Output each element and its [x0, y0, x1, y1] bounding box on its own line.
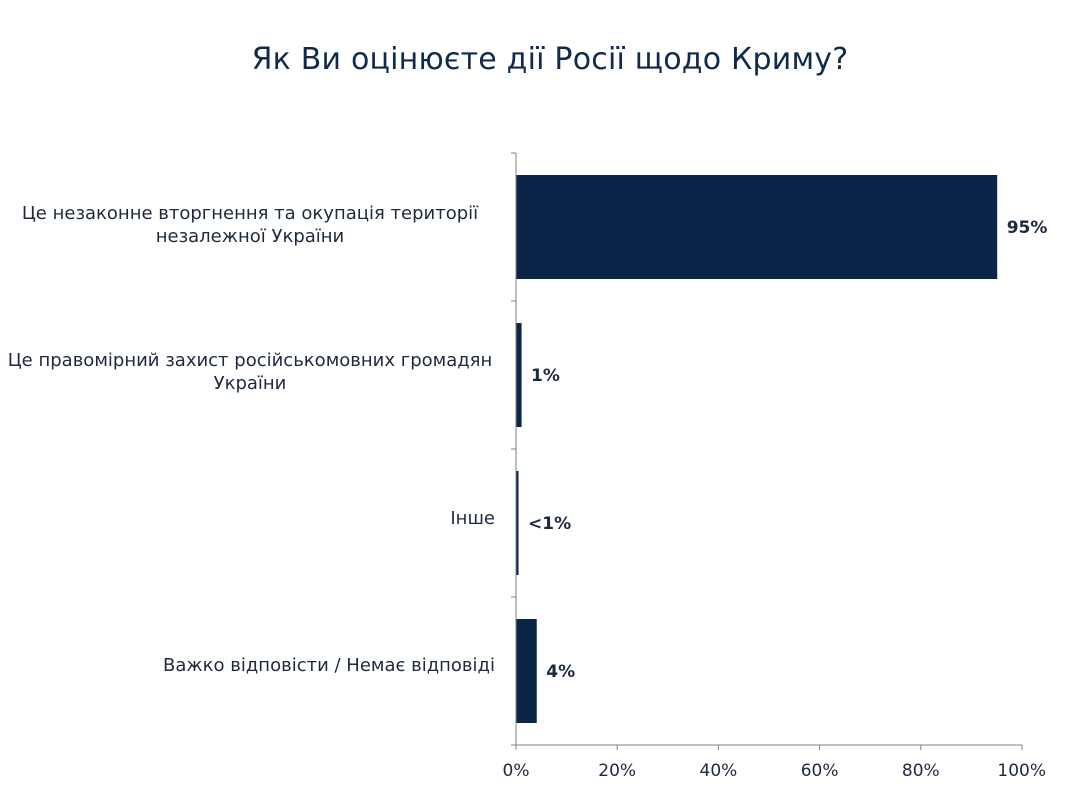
bar-1 [516, 323, 522, 427]
data-label-2: <1% [528, 514, 571, 534]
data-label-0: 95% [1007, 218, 1048, 238]
x-tick-label: 20% [598, 761, 636, 781]
category-label: Важко відповісти / Немає відповіді [163, 655, 495, 676]
bar-0 [516, 175, 998, 279]
x-tick-label: 100% [997, 761, 1046, 781]
data-label-1: 1% [531, 366, 560, 386]
category-label: Інше [450, 508, 495, 529]
category-label: Це правомірний захист російськомовних гр… [7, 350, 493, 394]
x-tick-label: 0% [503, 761, 530, 781]
chart-title: Як Ви оцінюєте дії Росії щодо Криму? [251, 42, 849, 77]
x-tick-label: 40% [700, 761, 738, 781]
category-label: Це незаконне вторгнення та окупація тери… [21, 203, 479, 247]
x-tick-label: 60% [801, 761, 839, 781]
x-tick-label: 80% [902, 761, 940, 781]
bar-3 [516, 619, 537, 723]
bar-2 [516, 471, 519, 575]
data-label-3: 4% [546, 662, 575, 682]
